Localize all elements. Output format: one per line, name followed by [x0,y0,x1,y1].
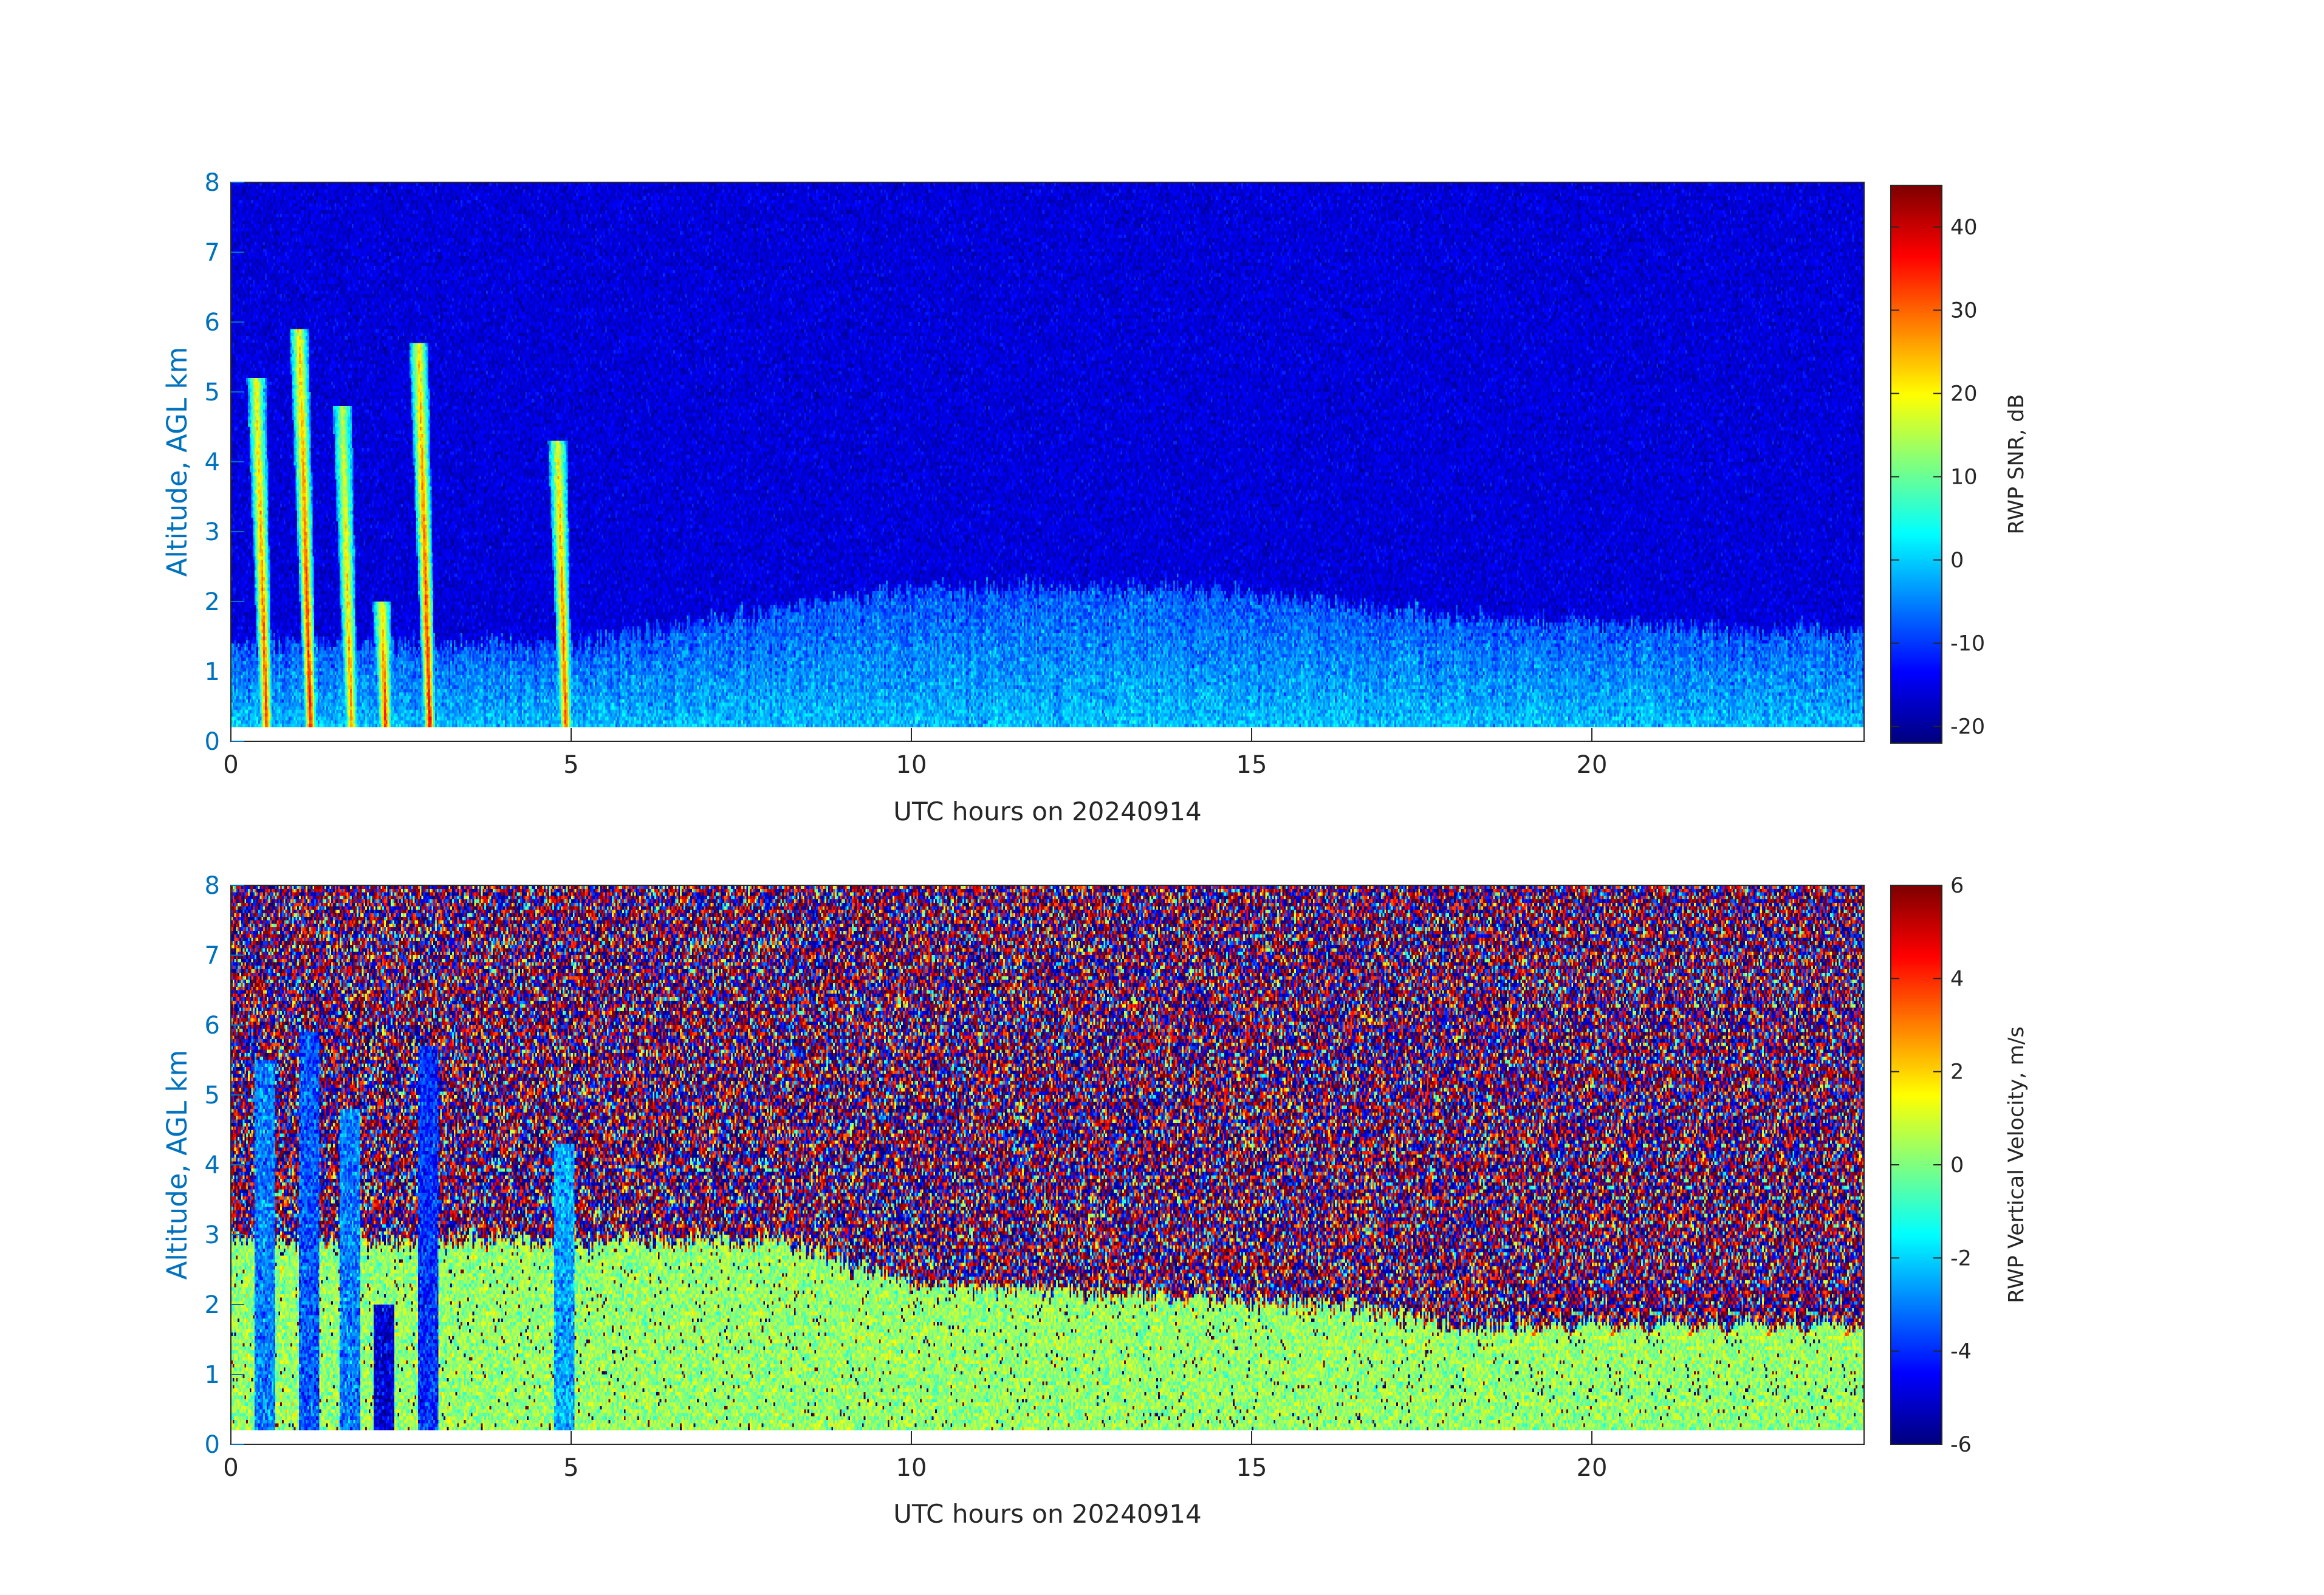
colorbar-tick-label: 20 [1950,382,1978,406]
y-tick-label: 5 [205,1082,220,1110]
colorbar-tick-label: -20 [1950,715,1985,739]
y-tick-label: 1 [205,1361,220,1389]
snr-colorbar-ticks: -20 -10 0 10 20 30 40 [1891,216,1985,739]
x-tick-label: 10 [896,751,927,779]
colorbar-tick-label: 0 [1950,549,1964,573]
colorbar-tick-label: 0 [1950,1153,1964,1178]
colorbar-tick-label: 6 [1950,874,1964,898]
y-tick-label: 6 [205,309,220,337]
x-tick-label: 20 [1577,751,1608,779]
colorbar-tick-label: -4 [1950,1340,1972,1364]
x-tick-label: 5 [563,1454,578,1482]
y-tick-label: 3 [205,1221,220,1249]
y-tick-label: 4 [205,448,220,476]
velocity-x-ticks: 0 5 10 15 20 [223,1431,1607,1482]
y-tick-label: 3 [205,518,220,546]
snr-y-ticks: 0 1 2 3 4 5 6 7 8 [205,169,244,756]
x-tick-label: 20 [1577,1454,1608,1482]
y-tick-label: 8 [205,169,220,197]
colorbar-tick-label: 40 [1950,216,1978,240]
colorbar-tick-label: -10 [1950,632,1985,656]
snr-colorbar [1891,185,1942,743]
x-tick-label: 0 [223,1454,238,1482]
x-tick-label: 10 [896,1454,927,1482]
y-tick-label: 0 [205,728,220,756]
y-tick-label: 7 [205,942,220,970]
snr-colorbar-label: RWP SNR, dB [2004,394,2029,535]
colorbar-tick-label: -6 [1950,1433,1972,1457]
y-tick-label: 8 [205,872,220,900]
y-tick-label: 4 [205,1151,220,1179]
y-tick-label: 6 [205,1012,220,1040]
velocity-colorbar-label: RWP Vertical Velocity, m/s [2004,1026,2029,1303]
snr-colorbar-frame [1890,185,1942,744]
y-tick-label: 0 [205,1431,220,1459]
snr-heatmap [231,182,1864,741]
y-tick-label: 2 [205,588,220,616]
x-tick-label: 0 [223,751,238,779]
y-tick-label: 2 [205,1291,220,1319]
velocity-y-axis-label: Altitude, AGL km [161,1050,193,1280]
colorbar-tick-label: 2 [1950,1060,1964,1085]
x-tick-label: 15 [1236,751,1267,779]
y-tick-label: 1 [205,658,220,686]
snr-x-ticks: 0 5 10 15 20 [223,728,1607,779]
velocity-heatmap [231,885,1864,1444]
colorbar-tick-label: 10 [1950,465,1978,490]
y-tick-label: 5 [205,379,220,406]
y-tick-label: 7 [205,239,220,267]
x-tick-label: 5 [563,751,578,779]
colorbar-tick-label: 4 [1950,967,1964,991]
velocity-x-axis-label: UTC hours on 20240914 [893,1499,1202,1529]
x-tick-label: 15 [1236,1454,1267,1482]
snr-y-axis-label: Altitude, AGL km [161,347,193,577]
snr-panel: 0 5 10 15 20 0 1 2 3 4 5 6 7 8 UTC hours on 20240914… [161,169,2029,826]
colorbar-tick-label: 30 [1950,299,1978,323]
snr-x-axis-label: UTC hours on 20240914 [893,797,1202,826]
velocity-colorbar-ticks: -6 -4 -2 0 2 4 6 [1891,874,1972,1457]
velocity-y-ticks: 0 1 2 3 4 5 6 7 8 [205,872,244,1459]
colorbar-tick-label: -2 [1950,1246,1972,1271]
